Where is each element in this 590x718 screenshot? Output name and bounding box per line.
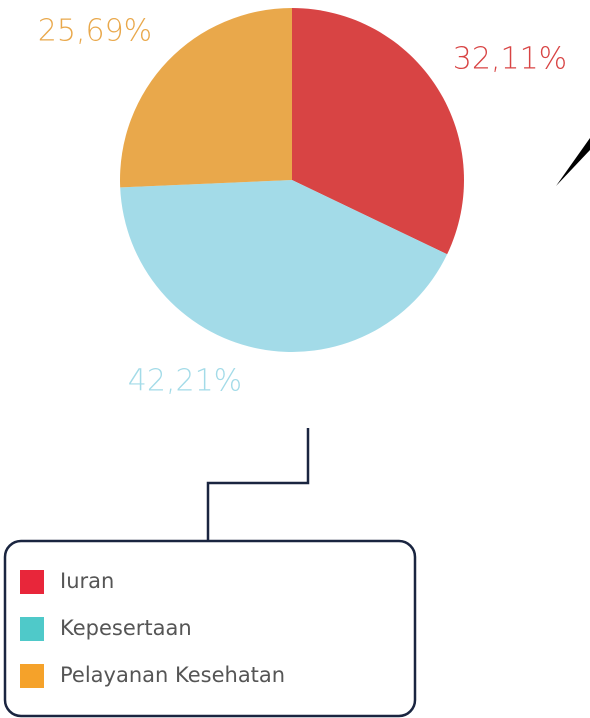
slice-label: 32,11% <box>453 42 567 77</box>
legend-label: Kepesertaan <box>60 616 192 640</box>
pointer-wedge <box>556 138 590 186</box>
slice-label: 25,69% <box>38 14 152 49</box>
connector-line <box>206 428 310 540</box>
slice-label: 42,21% <box>128 364 242 399</box>
legend-swatch <box>20 617 44 641</box>
legend-box <box>3 539 417 718</box>
legend-swatch <box>20 664 44 688</box>
legend-label: Pelayanan Kesehatan <box>60 663 285 687</box>
legend-swatch <box>20 570 44 594</box>
pie-slice <box>120 8 292 188</box>
legend-label: Iuran <box>60 569 114 593</box>
pie-slice <box>292 8 464 255</box>
pie-slice <box>120 180 448 352</box>
